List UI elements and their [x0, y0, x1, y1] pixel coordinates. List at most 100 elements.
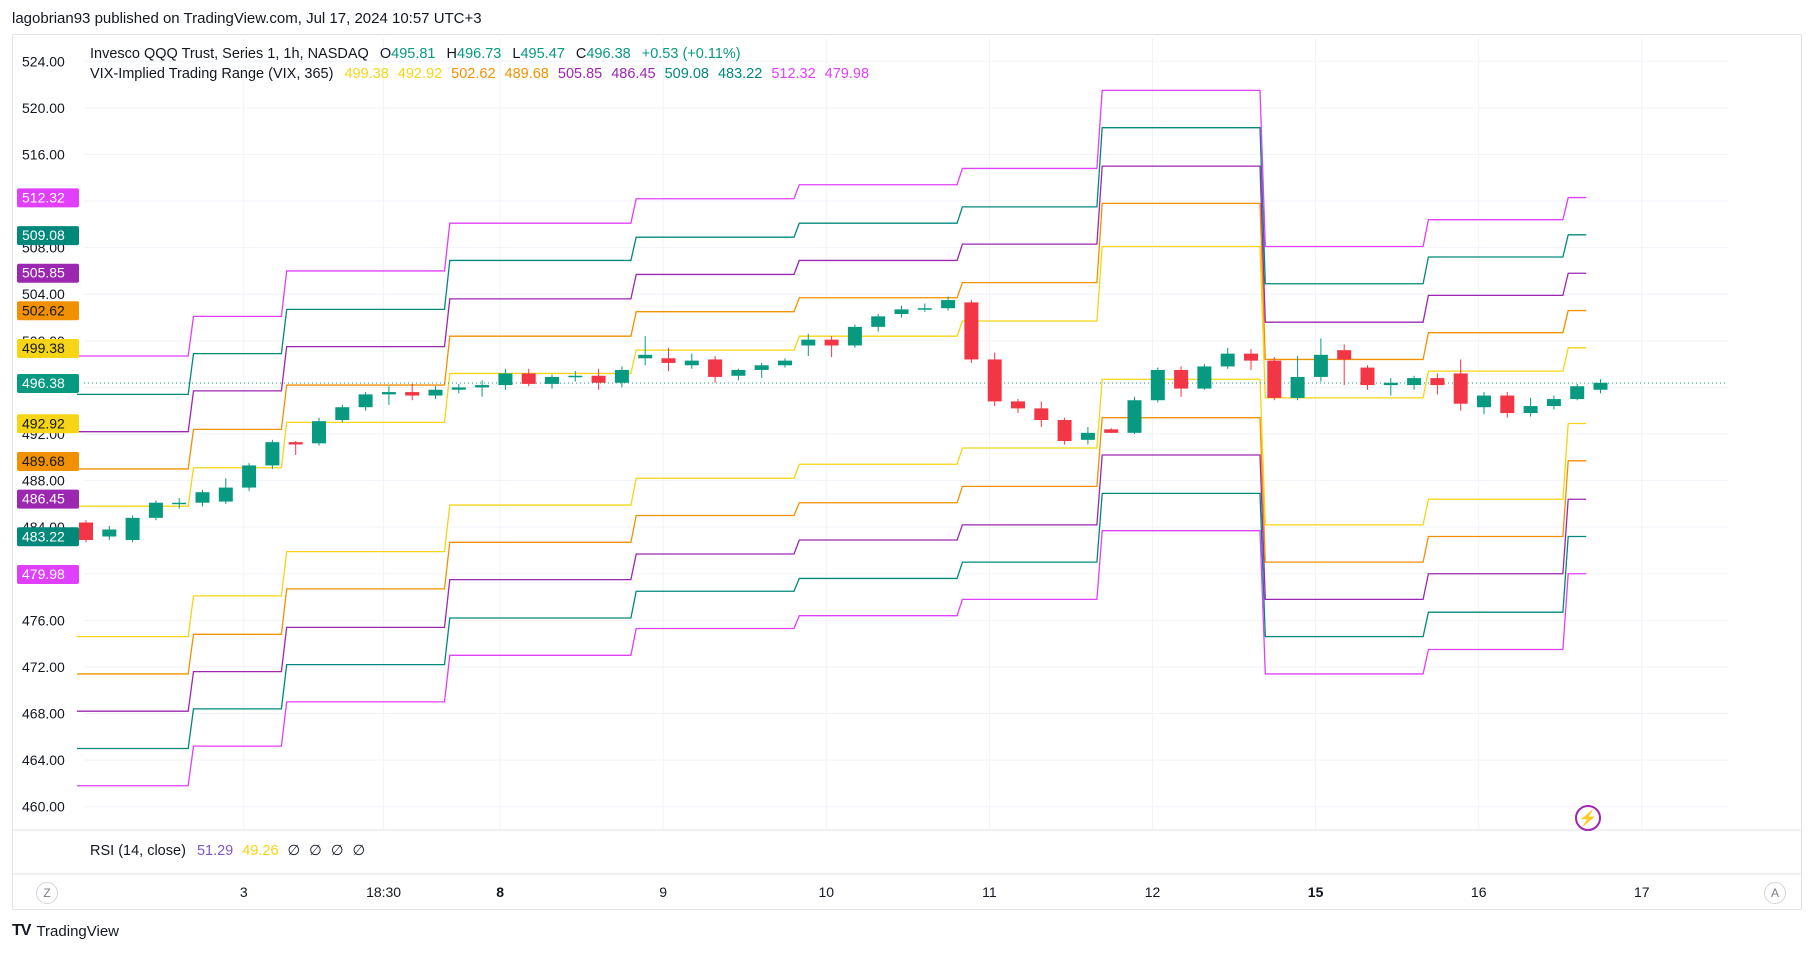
rsi-value-0: 51.29	[196, 843, 234, 859]
band-up5	[77, 89, 1587, 357]
candle	[125, 515, 140, 543]
candle	[148, 500, 163, 521]
candle	[79, 520, 93, 543]
candle	[521, 368, 536, 387]
candle	[1430, 373, 1445, 395]
low-label: L	[512, 46, 521, 62]
indicator-value-0: 499.38	[344, 66, 389, 82]
candle-body	[1127, 400, 1142, 433]
candle	[1080, 427, 1095, 445]
candle-body	[824, 339, 839, 346]
candle-body	[638, 354, 653, 359]
candle	[1313, 338, 1328, 382]
close-label: C	[575, 46, 587, 62]
x-tick-label: 16	[1471, 884, 1487, 900]
candle	[754, 362, 769, 379]
rsi-value-2: ∅	[287, 843, 301, 859]
candle	[358, 392, 373, 411]
candle	[335, 404, 350, 423]
price-tag-label: 499.38	[22, 340, 65, 356]
indicator-value-3: 489.68	[504, 66, 549, 82]
candle-body	[405, 392, 420, 396]
price-tag-box	[17, 263, 79, 283]
indicator-value-5: 486.45	[611, 66, 656, 82]
price-tag-box	[17, 226, 79, 246]
candle	[1407, 375, 1422, 390]
candle-body	[1430, 378, 1445, 386]
candle-body	[1197, 366, 1212, 389]
candle	[638, 336, 653, 366]
price-tag-box	[17, 373, 79, 393]
candle-body	[1150, 369, 1165, 401]
candle	[1383, 378, 1398, 396]
indicator-value-2: 502.62	[451, 66, 496, 82]
band-up1	[77, 245, 1587, 507]
candle-body	[1477, 395, 1491, 408]
candle-body	[1104, 429, 1119, 433]
candle-body	[148, 502, 163, 518]
indicator-value-9: 479.98	[824, 66, 870, 82]
indicator-value-7: 483.22	[717, 66, 763, 82]
candle-body	[125, 517, 140, 540]
auto-scale-button[interactable]: A	[1764, 882, 1786, 904]
candle-body	[79, 522, 93, 540]
open-value: 495.81	[391, 46, 436, 62]
price-tag-box	[17, 527, 79, 547]
candle-body	[475, 385, 490, 388]
candle	[1220, 347, 1235, 369]
price-tags: 512.32 509.08 505.85 502.62 499.38 496.38 492.…	[17, 188, 79, 584]
price-tag: 486.45	[17, 489, 79, 509]
candle-body	[1080, 432, 1095, 440]
candle-body	[195, 492, 210, 503]
time-axis: 3 18:30 8 9 10 11 12 15 16 17	[12, 829, 1802, 900]
candle-body	[428, 389, 443, 396]
price-tag: 499.38	[17, 339, 79, 359]
candle-body	[614, 369, 629, 383]
candle-body	[545, 376, 559, 384]
candle-body	[1057, 420, 1072, 441]
candle-body	[381, 392, 396, 395]
candle	[708, 355, 723, 383]
candle-body	[987, 359, 1002, 402]
candle	[1011, 399, 1025, 414]
price-tag: 502.62	[17, 301, 79, 321]
price-tag-box	[17, 188, 79, 208]
band-up2	[77, 202, 1587, 470]
candle-body	[1453, 373, 1468, 404]
candle-body	[731, 369, 746, 376]
candle	[1150, 367, 1165, 403]
candle-body	[917, 308, 932, 310]
high-value: 496.73	[457, 46, 502, 62]
price-tag-label: 502.62	[22, 302, 65, 318]
candle	[684, 353, 699, 369]
open-label: O	[379, 46, 392, 62]
zoom-button[interactable]: Z	[36, 882, 58, 904]
candle-body	[288, 442, 303, 445]
candle-body	[1267, 360, 1282, 398]
price-tag: 496.38	[17, 373, 79, 393]
rsi-legend: RSI (14, close) 51.29 49.26 ∅ ∅ ∅ ∅	[90, 843, 381, 859]
price-tag-box	[17, 301, 79, 321]
candle-body	[1570, 386, 1585, 400]
candle	[312, 417, 326, 446]
close-value: 496.38	[586, 46, 631, 62]
candle-body	[521, 373, 536, 384]
candle	[847, 324, 862, 348]
candle-body	[242, 465, 257, 488]
y-tick-label: 460.00	[22, 799, 65, 815]
price-tag-label: 479.98	[22, 566, 65, 582]
lightning-icon[interactable]: ⚡	[1575, 805, 1601, 831]
indicator-value-8: 512.32	[771, 66, 816, 82]
candle	[172, 498, 187, 509]
y-tick-label: 468.00	[22, 706, 65, 722]
candles	[79, 296, 1608, 543]
candle	[1500, 392, 1515, 418]
symbol-title: Invesco QQQ Trust, Series 1, 1h, NASDAQ	[90, 46, 369, 62]
candle	[1337, 344, 1352, 386]
price-tag: 483.22	[17, 527, 79, 547]
candle-body	[1220, 353, 1235, 367]
price-tag-box	[17, 564, 79, 584]
candle-body	[847, 326, 862, 346]
vix-range-bands	[77, 89, 1587, 787]
